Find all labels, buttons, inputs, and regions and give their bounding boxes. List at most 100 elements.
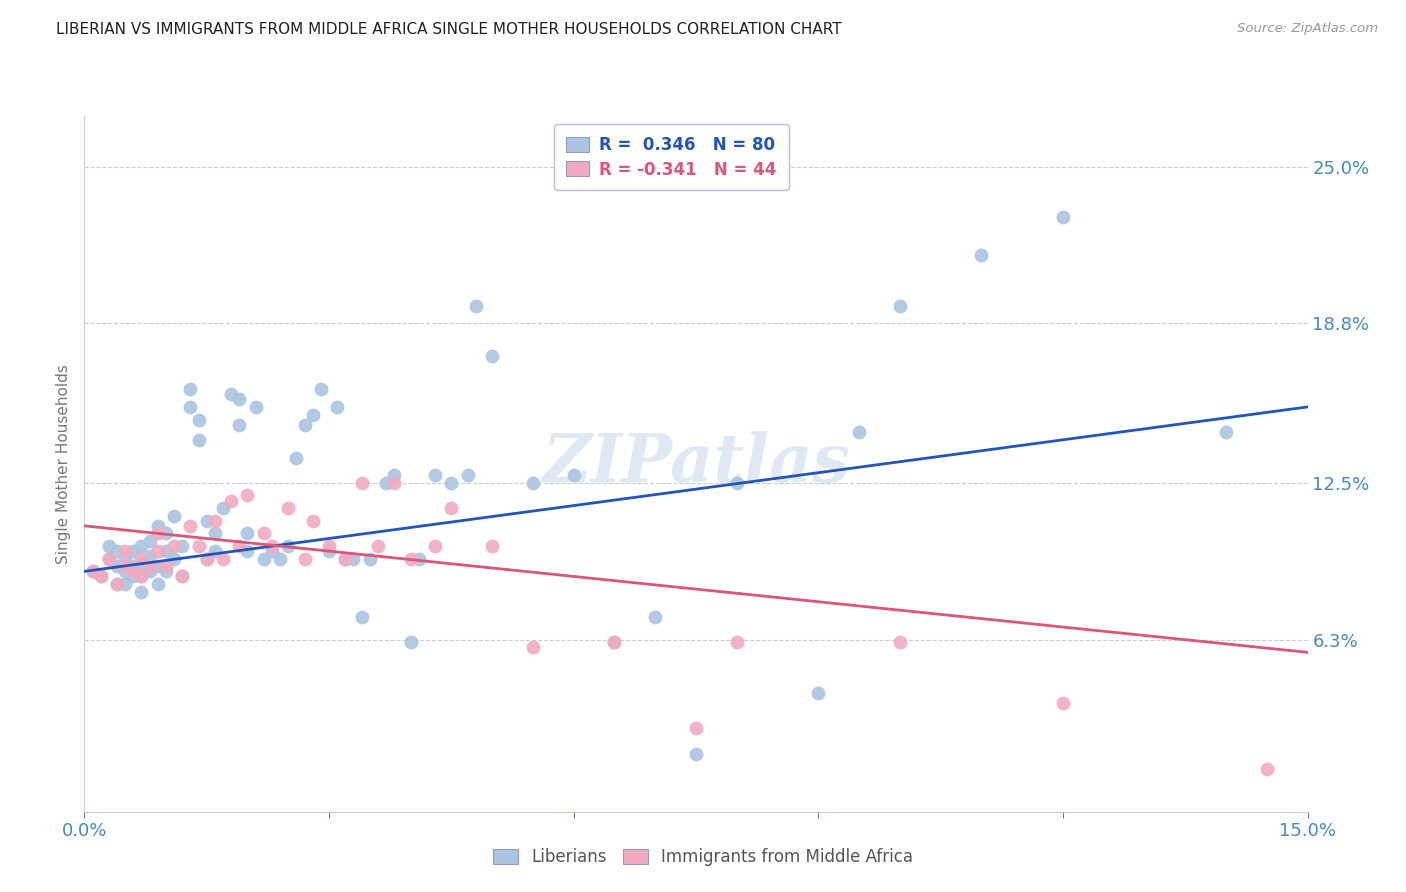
Point bbox=[219, 493, 242, 508]
Point bbox=[131, 557, 153, 571]
Point bbox=[318, 539, 340, 553]
Point bbox=[155, 526, 177, 541]
Point bbox=[163, 551, 186, 566]
Point bbox=[236, 488, 259, 502]
Y-axis label: Single Mother Households: Single Mother Households bbox=[56, 364, 72, 564]
Point bbox=[260, 539, 283, 553]
Point bbox=[155, 544, 177, 558]
Point bbox=[146, 559, 169, 574]
Point bbox=[155, 565, 177, 579]
Point bbox=[228, 417, 250, 432]
Point bbox=[228, 392, 250, 407]
Point bbox=[172, 569, 194, 583]
Point bbox=[457, 468, 479, 483]
Point bbox=[105, 544, 128, 558]
Point bbox=[187, 539, 209, 553]
Point bbox=[440, 501, 463, 516]
Point bbox=[1052, 696, 1074, 710]
Point bbox=[179, 518, 201, 533]
Point bbox=[309, 382, 332, 396]
Point bbox=[889, 635, 911, 649]
Text: Source: ZipAtlas.com: Source: ZipAtlas.com bbox=[1237, 22, 1378, 36]
Point bbox=[138, 559, 160, 574]
Point bbox=[285, 450, 308, 465]
Point bbox=[105, 577, 128, 591]
Point bbox=[187, 433, 209, 447]
Point bbox=[277, 501, 299, 516]
Point bbox=[195, 551, 218, 566]
Point bbox=[138, 565, 160, 579]
Point bbox=[253, 551, 276, 566]
Point bbox=[172, 569, 194, 583]
Point bbox=[603, 635, 626, 649]
Point bbox=[277, 539, 299, 553]
Point bbox=[481, 539, 503, 553]
Point bbox=[97, 551, 120, 566]
Point bbox=[260, 544, 283, 558]
Point bbox=[236, 526, 259, 541]
Point bbox=[122, 569, 145, 583]
Point bbox=[440, 475, 463, 490]
Point bbox=[131, 539, 153, 553]
Point bbox=[146, 526, 169, 541]
Point bbox=[146, 518, 169, 533]
Point bbox=[342, 551, 364, 566]
Point bbox=[131, 569, 153, 583]
Point bbox=[122, 559, 145, 574]
Point bbox=[399, 635, 422, 649]
Point bbox=[138, 549, 160, 564]
Point bbox=[105, 577, 128, 591]
Point bbox=[269, 551, 291, 566]
Point bbox=[97, 551, 120, 566]
Point bbox=[382, 468, 405, 483]
Point bbox=[114, 551, 136, 566]
Point bbox=[105, 559, 128, 574]
Point bbox=[146, 544, 169, 558]
Point bbox=[318, 544, 340, 558]
Point bbox=[1215, 425, 1237, 440]
Point bbox=[481, 349, 503, 363]
Point bbox=[82, 565, 104, 579]
Point bbox=[82, 565, 104, 579]
Point bbox=[179, 382, 201, 396]
Point bbox=[204, 526, 226, 541]
Point bbox=[155, 559, 177, 574]
Point bbox=[359, 551, 381, 566]
Point bbox=[212, 551, 235, 566]
Point bbox=[522, 475, 544, 490]
Point bbox=[970, 248, 993, 262]
Point bbox=[204, 544, 226, 558]
Point bbox=[172, 539, 194, 553]
Point bbox=[90, 569, 112, 583]
Point bbox=[399, 551, 422, 566]
Point bbox=[294, 417, 316, 432]
Point bbox=[131, 569, 153, 583]
Point bbox=[382, 475, 405, 490]
Point bbox=[228, 539, 250, 553]
Point bbox=[114, 577, 136, 591]
Point bbox=[219, 387, 242, 401]
Point bbox=[301, 514, 323, 528]
Point bbox=[644, 610, 666, 624]
Point bbox=[187, 412, 209, 426]
Point bbox=[97, 539, 120, 553]
Point bbox=[1052, 210, 1074, 224]
Point bbox=[301, 408, 323, 422]
Point bbox=[603, 635, 626, 649]
Point bbox=[179, 400, 201, 414]
Point bbox=[163, 539, 186, 553]
Point bbox=[195, 551, 218, 566]
Point bbox=[326, 400, 349, 414]
Point bbox=[375, 475, 398, 490]
Legend: Liberians, Immigrants from Middle Africa: Liberians, Immigrants from Middle Africa bbox=[484, 840, 922, 875]
Point bbox=[294, 551, 316, 566]
Point bbox=[725, 475, 748, 490]
Point bbox=[1256, 762, 1278, 776]
Text: ZIPatlas: ZIPatlas bbox=[543, 432, 849, 496]
Point bbox=[195, 514, 218, 528]
Point bbox=[423, 539, 446, 553]
Point bbox=[408, 551, 430, 566]
Point bbox=[163, 508, 186, 523]
Point bbox=[131, 551, 153, 566]
Point bbox=[562, 468, 585, 483]
